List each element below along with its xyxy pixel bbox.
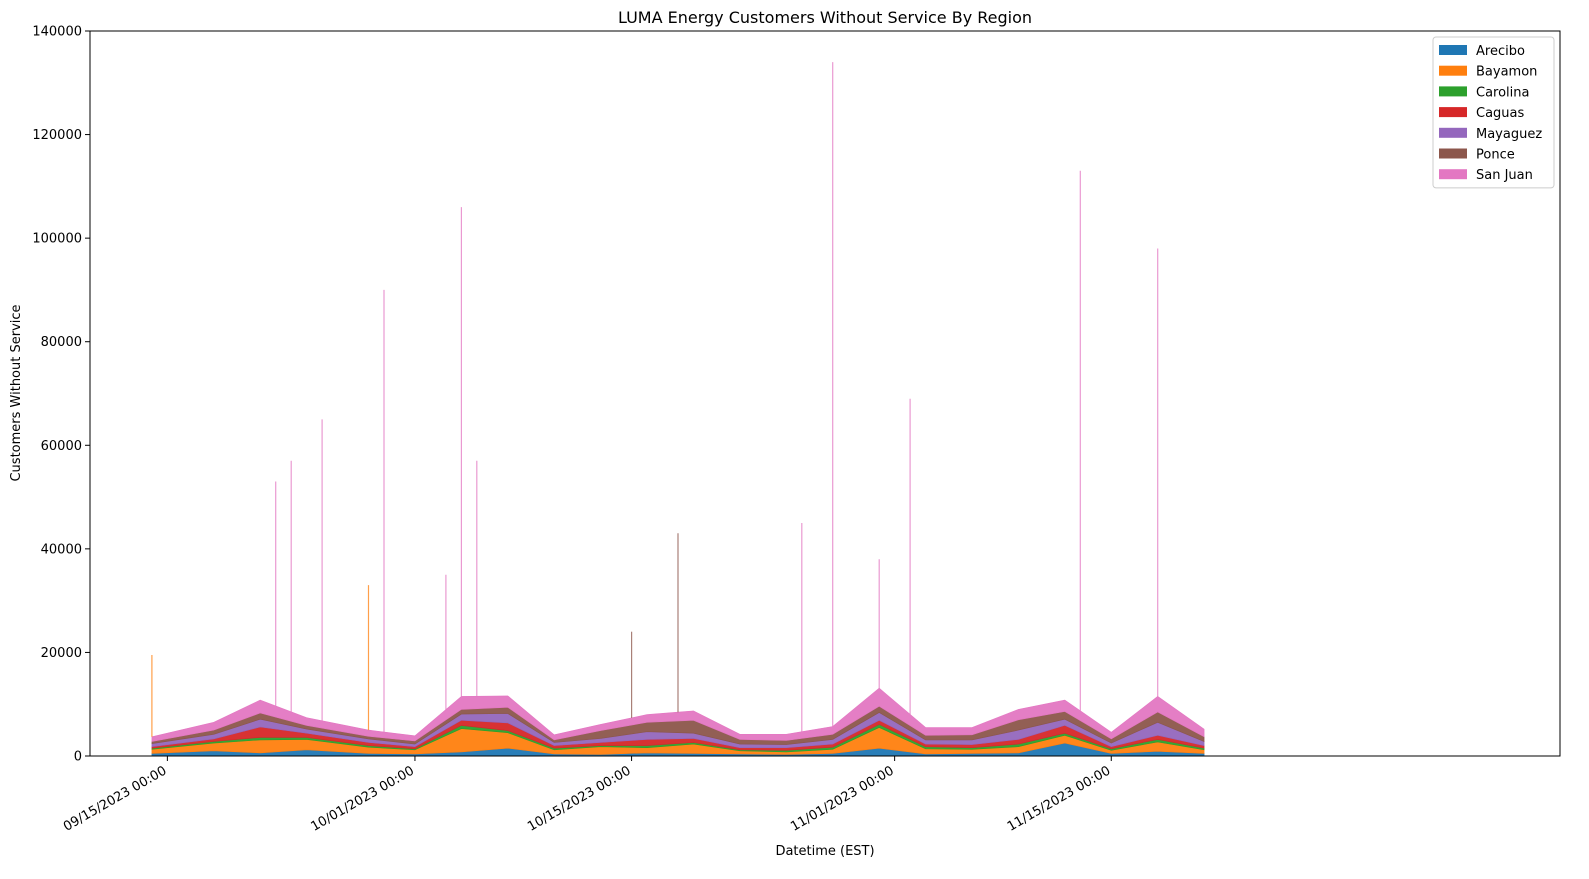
legend-label: Arecibo: [1476, 44, 1525, 59]
legend-swatch: [1439, 148, 1467, 159]
legend-label: Ponce: [1476, 148, 1515, 163]
y-axis-title: Customers Without Service: [9, 304, 24, 481]
legend-label: Mayaguez: [1476, 127, 1542, 142]
y-tick-label: 20000: [41, 646, 82, 661]
y-tick-label: 0: [74, 750, 82, 765]
legend-swatch: [1439, 65, 1467, 76]
y-axis: 0 20000 40000 60000 80000 100000 120000 140000: [32, 25, 90, 765]
y-tick-label: 140000: [32, 25, 82, 40]
y-tick-label: 80000: [41, 335, 82, 350]
plot-area: [151, 62, 1205, 757]
chart-title: LUMA Energy Customers Without Service By…: [618, 8, 1032, 27]
legend-swatch: [1439, 86, 1467, 97]
legend-label: Carolina: [1476, 85, 1530, 100]
x-axis-title: Datetime (EST): [775, 844, 874, 859]
legend-label: San Juan: [1476, 168, 1533, 183]
legend-label: Caguas: [1476, 106, 1525, 121]
legend-swatch: [1439, 127, 1467, 138]
series-area-san-juan: [151, 687, 1205, 742]
legend-swatch: [1439, 107, 1467, 118]
y-tick-label: 100000: [32, 232, 82, 247]
y-tick-label: 40000: [41, 542, 82, 557]
legend-swatch: [1439, 45, 1467, 55]
y-tick-label: 120000: [32, 128, 82, 143]
plot-frame: [89, 30, 1561, 757]
legend-swatch: [1439, 169, 1467, 180]
legend-label: Bayamon: [1476, 65, 1537, 80]
y-tick-label: 60000: [41, 439, 82, 454]
legend: Arecibo Bayamon Carolina Caguas Mayaguez Ponc…: [1432, 36, 1555, 189]
